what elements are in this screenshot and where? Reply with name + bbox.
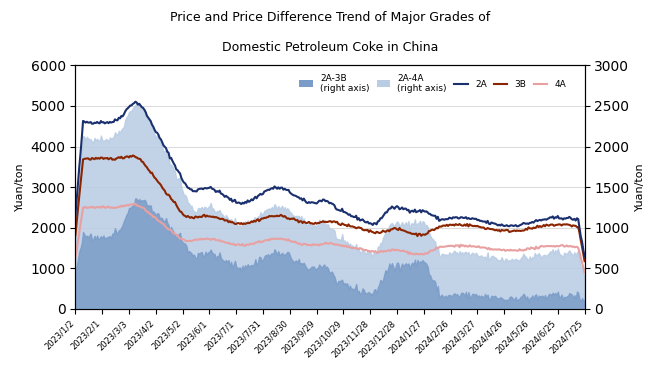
2A: [440, 218, 448, 222]
3B: [443, 223, 451, 227]
4A: [275, 236, 282, 241]
Text: Domestic Petroleum Coke in China: Domestic Petroleum Coke in China: [222, 41, 438, 54]
2A: [393, 204, 401, 208]
4A: [71, 255, 79, 260]
Y-axis label: Yuan/ton: Yuan/ton: [15, 163, 25, 211]
4A: [443, 244, 451, 249]
3B: [440, 223, 448, 228]
3B: [581, 259, 589, 263]
Text: Price and Price Difference Trend of Major Grades of: Price and Price Difference Trend of Majo…: [170, 11, 490, 24]
3B: [134, 156, 142, 161]
2A: [134, 102, 142, 107]
3B: [239, 222, 247, 227]
Line: 2A: 2A: [75, 102, 585, 257]
2A: [131, 99, 139, 104]
2A: [581, 254, 589, 259]
2A: [275, 185, 282, 190]
3B: [275, 214, 282, 218]
4A: [440, 245, 448, 249]
3B: [71, 233, 79, 237]
4A: [134, 203, 142, 208]
Legend: 2A-3B
(right axis), 2A-4A
(right axis), 2A, 3B, 4A: 2A-3B (right axis), 2A-4A (right axis), …: [296, 70, 570, 96]
4A: [581, 270, 589, 275]
2A: [71, 213, 79, 217]
4A: [239, 242, 247, 246]
Line: 3B: 3B: [75, 156, 585, 261]
Line: 4A: 4A: [75, 203, 585, 272]
2A: [239, 200, 247, 205]
2A: [443, 217, 451, 221]
4A: [131, 201, 139, 206]
Y-axis label: Yuan/ton: Yuan/ton: [635, 163, 645, 211]
4A: [393, 248, 401, 252]
3B: [393, 227, 401, 232]
3B: [129, 153, 137, 158]
